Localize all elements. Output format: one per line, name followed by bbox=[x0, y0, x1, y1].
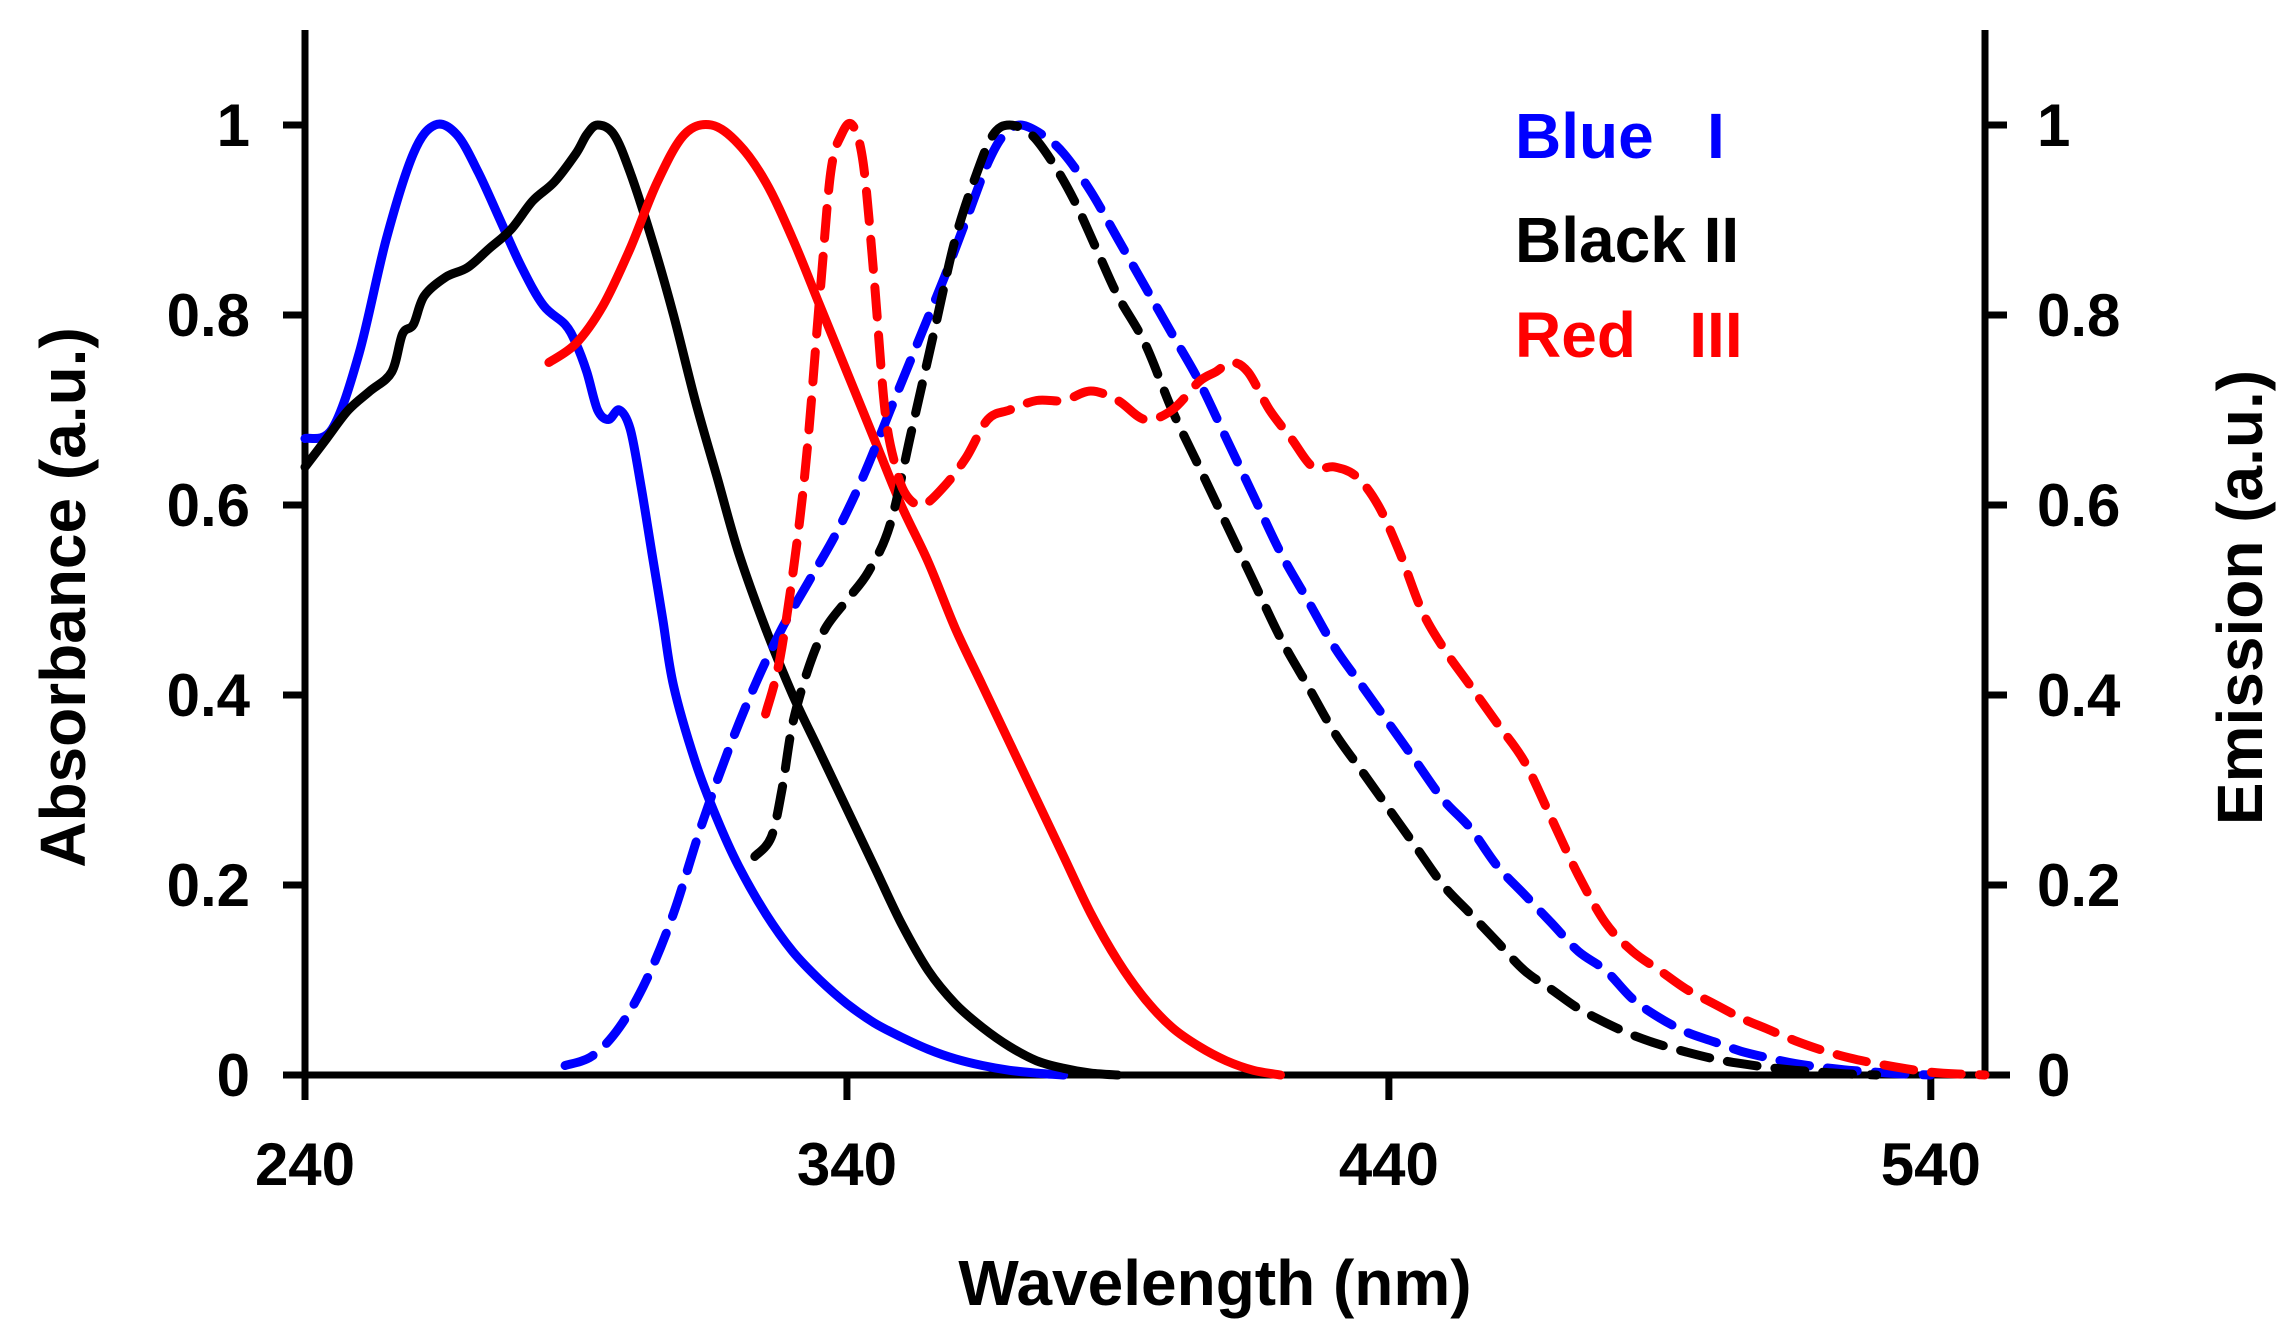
red-iii-absorbance-line bbox=[544, 119, 1285, 1080]
right-y-tick-label: 1 bbox=[2037, 92, 2070, 159]
black-ii-emission-line bbox=[750, 120, 1882, 1080]
left-y-tick-label: 0 bbox=[217, 1042, 250, 1109]
right-y-tick-label: 0.2 bbox=[2037, 852, 2120, 919]
legend-entry-3: Red III bbox=[1515, 299, 1743, 371]
legend-entry-2: Black II bbox=[1515, 204, 1739, 276]
left-y-tick-label: 0.8 bbox=[167, 282, 250, 349]
right-y-tick-label: 0.4 bbox=[2037, 662, 2121, 729]
x-tick-label: 540 bbox=[1881, 1131, 1981, 1198]
blue-i-absorbance-line bbox=[300, 119, 1069, 1080]
black-ii-absorbance-line bbox=[300, 120, 1123, 1080]
right-y-axis-title: Emission (a.u.) bbox=[2204, 370, 2276, 825]
left-y-tick-label: 0.2 bbox=[167, 852, 250, 919]
left-y-tick-label: 0.4 bbox=[167, 662, 251, 729]
right-y-tick-label: 0.8 bbox=[2037, 282, 2120, 349]
x-axis-title: Wavelength (nm) bbox=[958, 1247, 1471, 1319]
x-tick-label: 240 bbox=[255, 1131, 355, 1198]
red-iii-emission-line bbox=[761, 119, 1990, 1080]
series-layer bbox=[300, 119, 1990, 1080]
legend: Blue I Black II Red III bbox=[1515, 100, 1743, 371]
right-y-tick-label: 0.6 bbox=[2037, 472, 2120, 539]
left-y-tick-label: 1 bbox=[217, 92, 250, 159]
x-tick-label: 440 bbox=[1339, 1131, 1439, 1198]
x-tick-label: 340 bbox=[797, 1131, 897, 1198]
right-y-tick-label: 0 bbox=[2037, 1042, 2070, 1109]
labels: 0 0 0.2 0.2 0.4 0.4 0.6 0.6 0.8 0.8 1 1 240 340 440 540… bbox=[27, 92, 2276, 1319]
legend-entry-1: Blue I bbox=[1515, 100, 1725, 172]
axes bbox=[283, 30, 2010, 1100]
left-y-tick-label: 0.6 bbox=[167, 472, 250, 539]
left-y-axis-title: Absorbance (a.u.) bbox=[27, 327, 99, 868]
